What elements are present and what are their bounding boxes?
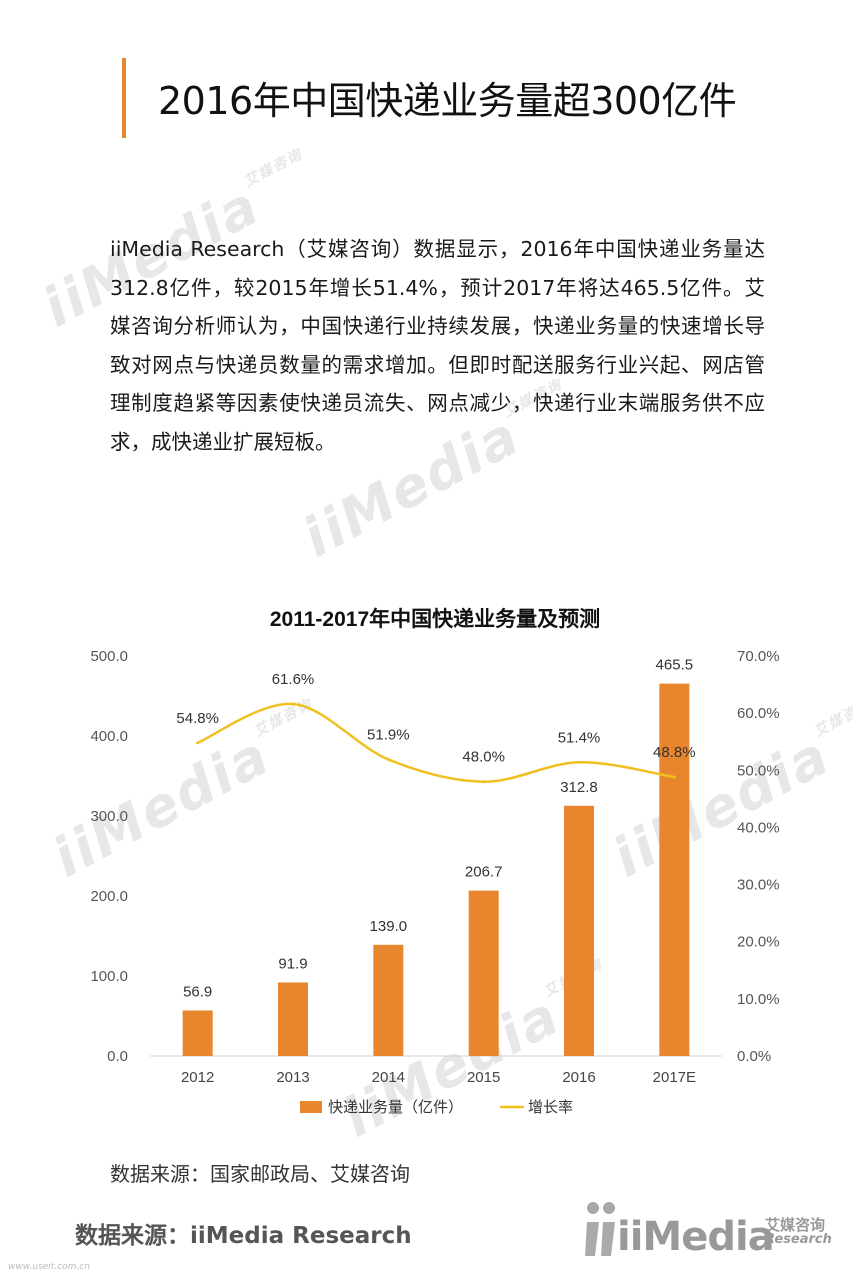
growth-rate-point xyxy=(196,741,200,745)
y-left-tick-label: 200.0 xyxy=(90,888,128,905)
bar-value-label: 91.9 xyxy=(278,955,307,972)
intro-paragraph: iiMedia Research（艾媒咨询）数据显示，2016年中国快递业务量达… xyxy=(110,237,765,454)
growth-rate-point xyxy=(291,702,295,706)
y-right-tick-label: 0.0% xyxy=(737,1048,771,1065)
y-left-tick-label: 0.0 xyxy=(107,1048,128,1065)
bar xyxy=(564,805,594,1056)
x-tick-label: 2012 xyxy=(181,1069,214,1086)
bar xyxy=(373,944,404,1056)
growth-rate-label: 48.0% xyxy=(462,749,505,766)
legend-bar-label: 快递业务量（亿件） xyxy=(328,1099,463,1116)
x-tick-label: 2014 xyxy=(372,1069,405,1086)
page-title: 2016年中国快递业务量超300亿件 xyxy=(158,79,737,123)
bar xyxy=(468,890,499,1056)
legend-bar-swatch xyxy=(300,1101,322,1113)
bar-value-label: 465.5 xyxy=(656,657,694,674)
growth-rate-line xyxy=(197,702,675,783)
bar-value-label: 206.7 xyxy=(465,864,503,881)
growth-rate-point xyxy=(672,775,676,779)
growth-rate-point xyxy=(386,757,390,761)
bar xyxy=(278,982,308,1056)
logo-cn: 艾媒咨询 xyxy=(765,1216,826,1234)
growth-rate-label: 61.6% xyxy=(272,671,315,688)
data-source: 数据来源：国家邮政局、艾媒咨询 xyxy=(110,1162,410,1186)
logo-word: iiMedia xyxy=(617,1214,775,1260)
y-right-tick-label: 10.0% xyxy=(737,991,780,1008)
logo-en: Research xyxy=(765,1232,832,1247)
y-right-tick-label: 30.0% xyxy=(737,877,780,894)
y-right-tick-label: 20.0% xyxy=(737,934,780,951)
y-left-tick-label: 400.0 xyxy=(90,728,128,745)
growth-rate-label: 51.9% xyxy=(367,726,410,743)
y-left-tick-label: 100.0 xyxy=(90,968,128,985)
footer-source: 数据来源：iiMedia Research xyxy=(75,1223,412,1249)
growth-rate-label: 51.4% xyxy=(558,729,601,746)
bar-value-label: 312.8 xyxy=(560,779,598,796)
y-right-tick-label: 60.0% xyxy=(737,705,780,722)
x-tick-label: 2017E xyxy=(653,1069,696,1086)
logo-mark-icon xyxy=(585,1202,615,1256)
y-right-tick-label: 40.0% xyxy=(737,819,780,836)
y-left-tick-label: 500.0 xyxy=(90,648,128,665)
bar-line-chart: 2011-2017年中国快递业务量及预测 0.0 100.0 200.0 300.0 40… xyxy=(90,607,780,1116)
growth-rate-point xyxy=(482,780,486,784)
y-right-tick-label: 70.0% xyxy=(737,648,780,665)
growth-rate-point xyxy=(577,760,581,764)
footer-url: www.useit.com.cn xyxy=(8,1262,90,1272)
y-right-tick-label: 50.0% xyxy=(737,762,780,779)
bar xyxy=(182,1010,213,1056)
growth-rate-label: 54.8% xyxy=(176,710,219,727)
legend-line-label: 增长率 xyxy=(528,1099,573,1116)
x-tick-label: 2013 xyxy=(276,1069,309,1086)
bar-value-label: 139.0 xyxy=(370,918,408,935)
chart-title: 2011-2017年中国快递业务量及预测 xyxy=(270,607,600,631)
bar-value-label: 56.9 xyxy=(183,983,212,1000)
title-accent-bar xyxy=(122,58,126,138)
y-left-tick-label: 300.0 xyxy=(90,808,128,825)
iimedia-logo: iiMedia 艾媒咨询 Research xyxy=(585,1200,835,1260)
bar xyxy=(659,683,690,1056)
x-tick-label: 2015 xyxy=(467,1069,500,1086)
x-tick-label: 2016 xyxy=(562,1069,595,1086)
growth-rate-label: 48.8% xyxy=(653,744,696,761)
